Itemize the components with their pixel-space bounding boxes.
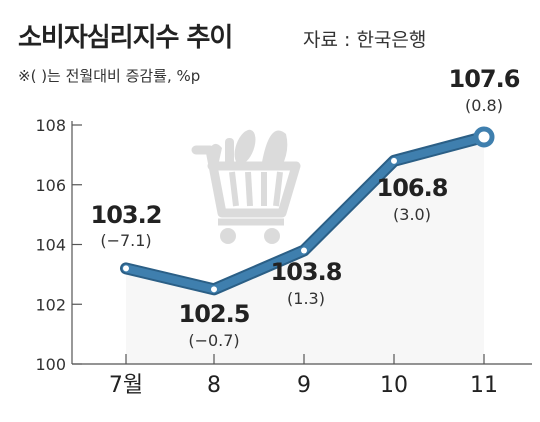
- data-value-label: 103.8: [271, 258, 342, 286]
- x-tick-label: 11: [470, 373, 498, 398]
- y-tick-label: 106: [35, 176, 66, 195]
- data-change-label: (3.0): [393, 205, 431, 224]
- data-point: [123, 265, 129, 272]
- y-tick-label: 100: [35, 355, 66, 374]
- data-point: [391, 157, 397, 164]
- note-label: ※( )는 전월대비 증감률, %p: [18, 67, 200, 85]
- source-label: 자료 : 한국은행: [303, 29, 426, 51]
- data-value-label: 107.6: [449, 65, 520, 93]
- chart-title: 소비자심리지수 추이: [18, 23, 232, 53]
- x-tick-label: 7월: [109, 373, 143, 398]
- data-point: [211, 286, 217, 293]
- data-change-label: (−7.1): [100, 231, 151, 250]
- data-point: [301, 247, 307, 254]
- data-labels: 103.2 (−7.1) 102.5 (−0.7) 103.8 (1.3) 106.8 (3.…: [91, 65, 521, 350]
- data-change-label: (−0.7): [188, 331, 239, 350]
- data-point-highlight: [473, 126, 495, 148]
- data-value-label: 102.5: [179, 300, 250, 328]
- data-value-label: 106.8: [377, 174, 448, 202]
- y-tick-label: 102: [35, 295, 66, 314]
- data-value-label: 103.2: [91, 201, 162, 229]
- data-change-label: (1.3): [287, 289, 325, 308]
- x-tick-label: 9: [297, 373, 311, 398]
- x-tick-label: 8: [207, 373, 221, 398]
- y-tick-label: 104: [35, 236, 66, 255]
- data-change-label: (0.8): [465, 96, 503, 115]
- y-tick-label: 108: [35, 116, 66, 135]
- axes: 100 102 104 106 108 7월 8 9 10 11: [35, 116, 532, 398]
- x-tick-label: 10: [380, 373, 408, 398]
- series-line: [120, 126, 495, 296]
- shopping-cart-icon: [191, 129, 301, 244]
